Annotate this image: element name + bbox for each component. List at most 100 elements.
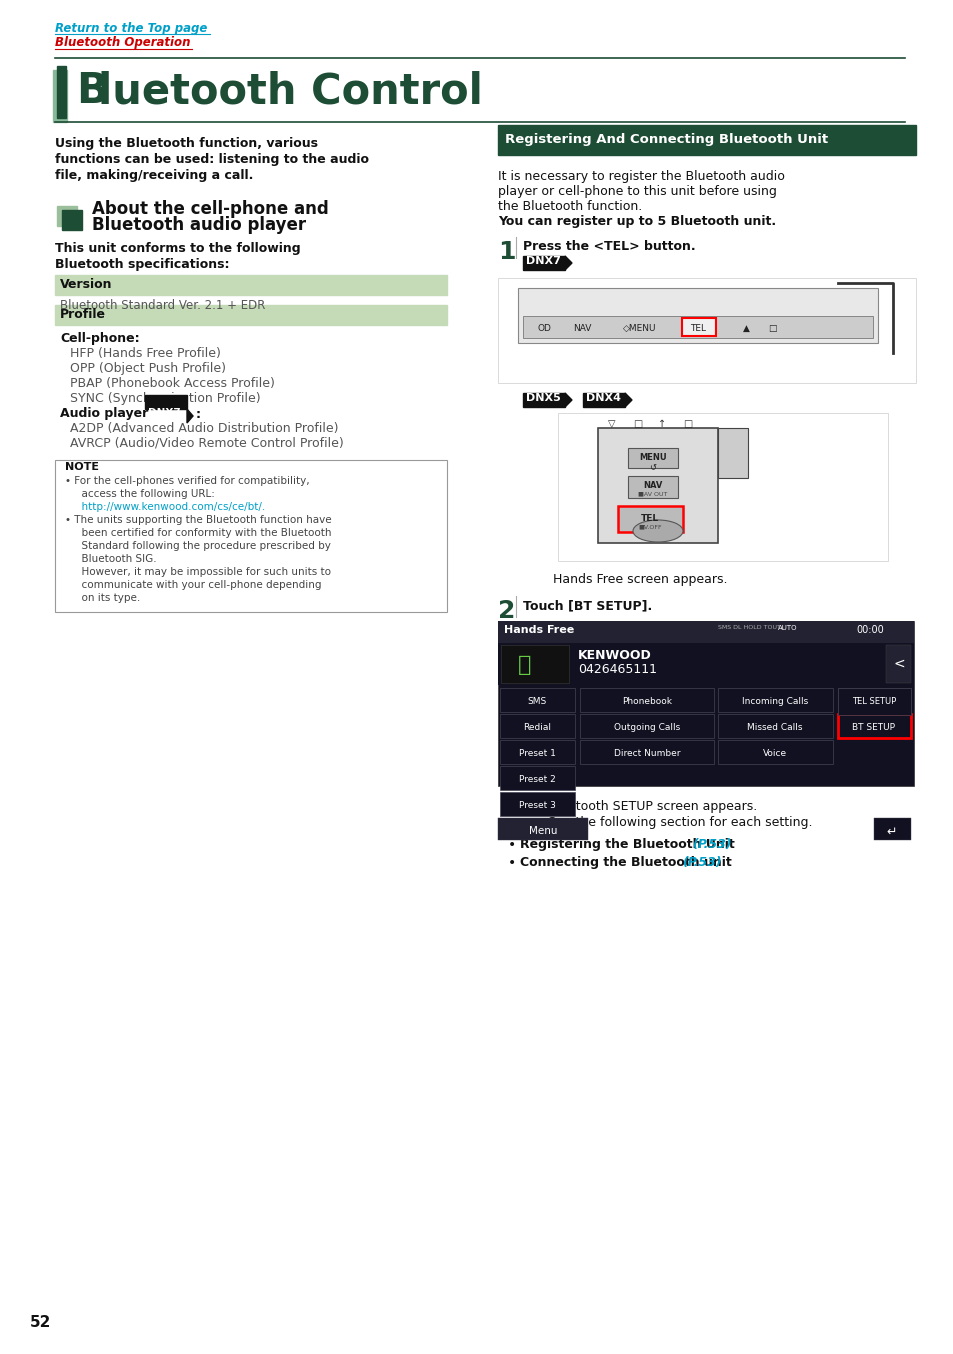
Polygon shape bbox=[564, 393, 572, 408]
Text: 0426465111: 0426465111 bbox=[578, 663, 657, 676]
Bar bbox=[497, 125, 915, 154]
Bar bbox=[55, 305, 447, 325]
Bar bbox=[497, 278, 915, 383]
Bar bbox=[497, 643, 913, 685]
Text: •: • bbox=[507, 838, 516, 852]
Text: communicate with your cell-phone depending: communicate with your cell-phone dependi… bbox=[75, 580, 321, 590]
Text: OPP (Object Push Profile): OPP (Object Push Profile) bbox=[70, 362, 226, 375]
Text: Audio player: Audio player bbox=[60, 408, 148, 420]
Text: About the cell-phone and: About the cell-phone and bbox=[91, 200, 329, 218]
Polygon shape bbox=[624, 393, 631, 408]
Bar bbox=[499, 792, 575, 816]
Text: player or cell-phone to this unit before using: player or cell-phone to this unit before… bbox=[497, 185, 776, 198]
Bar bbox=[55, 460, 447, 612]
Text: B: B bbox=[76, 70, 108, 112]
Text: Standard following the procedure prescribed by: Standard following the procedure prescri… bbox=[75, 542, 331, 551]
Text: Menu: Menu bbox=[528, 826, 557, 835]
Text: ■AV OUT: ■AV OUT bbox=[638, 492, 667, 496]
Text: ◇MENU: ◇MENU bbox=[622, 324, 656, 333]
Polygon shape bbox=[564, 256, 572, 269]
Bar bbox=[522, 315, 872, 338]
Text: NAV: NAV bbox=[573, 324, 591, 333]
Text: Bluetooth SIG.: Bluetooth SIG. bbox=[75, 554, 156, 565]
Text: NOTE: NOTE bbox=[65, 462, 99, 473]
Bar bbox=[718, 428, 747, 478]
Text: TEL: TEL bbox=[689, 324, 705, 333]
Bar bbox=[522, 256, 564, 269]
Text: ▽: ▽ bbox=[607, 418, 615, 429]
Text: DNX7: DNX7 bbox=[525, 256, 560, 265]
Text: Preset 3: Preset 3 bbox=[518, 802, 555, 811]
Bar bbox=[873, 818, 910, 839]
Text: Bluetooth audio player: Bluetooth audio player bbox=[91, 217, 306, 234]
Text: DNX5: DNX5 bbox=[525, 393, 560, 403]
Text: file, making/receiving a call.: file, making/receiving a call. bbox=[55, 169, 253, 181]
Text: functions can be used: listening to the audio: functions can be used: listening to the … bbox=[55, 153, 369, 167]
Text: Voice: Voice bbox=[762, 750, 786, 758]
Text: Outgoing Calls: Outgoing Calls bbox=[613, 723, 679, 733]
Bar bbox=[837, 688, 910, 712]
Bar bbox=[55, 275, 447, 295]
Text: Bluetooth Operation: Bluetooth Operation bbox=[55, 37, 191, 49]
Bar bbox=[145, 395, 187, 409]
Text: TEL SETUP: TEL SETUP bbox=[849, 697, 897, 707]
Text: Press the <TEL> button.: Press the <TEL> button. bbox=[522, 240, 695, 253]
Text: AUTO: AUTO bbox=[778, 626, 797, 631]
Bar bbox=[499, 714, 575, 738]
Bar bbox=[558, 413, 887, 561]
Bar bbox=[718, 688, 832, 712]
Text: DNX7: DNX7 bbox=[148, 408, 180, 418]
Bar bbox=[499, 766, 575, 789]
Text: PBAP (Phonebook Access Profile): PBAP (Phonebook Access Profile) bbox=[70, 376, 274, 390]
Bar bbox=[497, 621, 913, 643]
Bar bbox=[53, 70, 67, 122]
Bar bbox=[57, 206, 77, 226]
Bar bbox=[837, 688, 910, 715]
Bar bbox=[579, 688, 713, 712]
Bar bbox=[681, 318, 716, 336]
Text: Connecting the Bluetooth unit: Connecting the Bluetooth unit bbox=[519, 856, 736, 869]
Text: Bluetooth Standard Ver. 2.1 + EDR: Bluetooth Standard Ver. 2.1 + EDR bbox=[60, 299, 265, 311]
Text: You can register up to 5 Bluetooth unit.: You can register up to 5 Bluetooth unit. bbox=[497, 215, 776, 227]
Text: A2DP (Advanced Audio Distribution Profile): A2DP (Advanced Audio Distribution Profil… bbox=[70, 422, 338, 435]
Text: Hands Free: Hands Free bbox=[503, 626, 574, 635]
Text: Return to the Top page: Return to the Top page bbox=[55, 22, 207, 35]
Text: ■V.OFF: ■V.OFF bbox=[638, 524, 661, 529]
Text: http://www.kenwood.com/cs/ce/bt/.: http://www.kenwood.com/cs/ce/bt/. bbox=[75, 502, 265, 512]
Bar bbox=[57, 66, 66, 118]
Text: Hands Free screen appears.: Hands Free screen appears. bbox=[553, 573, 727, 586]
Bar bbox=[517, 288, 877, 343]
Text: 00:00: 00:00 bbox=[855, 626, 882, 635]
Text: 📞: 📞 bbox=[517, 655, 531, 676]
Text: 1: 1 bbox=[497, 240, 515, 264]
Text: AVRCP (Audio/Video Remote Control Profile): AVRCP (Audio/Video Remote Control Profil… bbox=[70, 437, 343, 450]
Text: Touch [BT SETUP].: Touch [BT SETUP]. bbox=[522, 598, 652, 612]
Bar bbox=[598, 428, 718, 543]
Text: See the following section for each setting.: See the following section for each setti… bbox=[547, 816, 812, 829]
Text: Version: Version bbox=[60, 278, 112, 291]
Text: ▲: ▲ bbox=[742, 324, 749, 333]
Text: :: : bbox=[195, 408, 201, 421]
Text: This unit conforms to the following: This unit conforms to the following bbox=[55, 242, 300, 255]
Bar bbox=[579, 714, 713, 738]
Bar bbox=[497, 621, 913, 787]
Text: □: □ bbox=[682, 418, 692, 429]
Text: Profile: Profile bbox=[60, 307, 106, 321]
Text: luetooth Control: luetooth Control bbox=[98, 70, 482, 112]
Bar bbox=[500, 645, 568, 682]
Text: on its type.: on its type. bbox=[75, 593, 140, 603]
Text: been certified for conformity with the Bluetooth: been certified for conformity with the B… bbox=[75, 528, 331, 538]
Text: Cell-phone:: Cell-phone: bbox=[60, 332, 139, 345]
Text: ↑: ↑ bbox=[658, 418, 665, 429]
Text: (P.53): (P.53) bbox=[681, 856, 720, 869]
Text: KENWOOD: KENWOOD bbox=[578, 649, 651, 662]
Text: Bluetooth SETUP screen appears.: Bluetooth SETUP screen appears. bbox=[547, 800, 757, 812]
Text: TEL: TEL bbox=[640, 515, 659, 523]
Text: SMS: SMS bbox=[527, 697, 546, 707]
Polygon shape bbox=[187, 409, 193, 422]
Text: the Bluetooth function.: the Bluetooth function. bbox=[497, 200, 641, 213]
Bar bbox=[499, 741, 575, 764]
Text: SYNC (Synchronization Profile): SYNC (Synchronization Profile) bbox=[70, 393, 260, 405]
Bar bbox=[627, 448, 678, 468]
Text: Registering the Bluetooth Unit: Registering the Bluetooth Unit bbox=[519, 838, 739, 852]
